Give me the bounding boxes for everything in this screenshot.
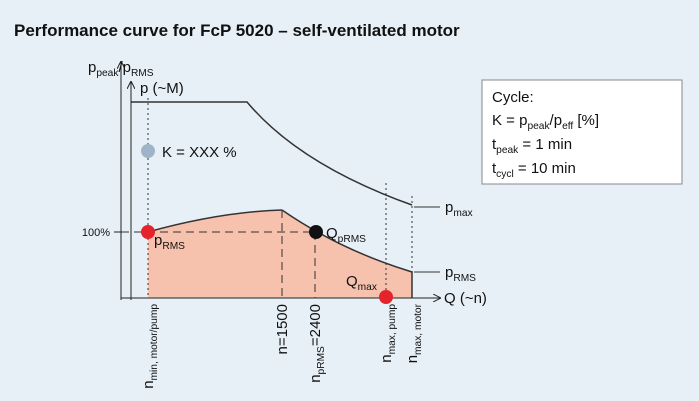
legend-line: K = ppeak/peff [%] [492,112,599,132]
subscript: RMS [453,273,476,284]
legend-line: Cycle: [492,89,534,106]
prms-point [141,225,155,239]
legend-line: tpeak = 1 min [492,136,572,156]
legend-box [481,79,683,185]
label-part: t [492,160,497,177]
label-part: n [378,354,395,362]
x-label: npRMS=2400 [307,304,327,383]
subscript: eff [562,121,573,132]
k-label: K = XXX % [162,144,237,161]
title: Performance curve for FcP 5020 – self-ve… [14,21,460,40]
y-axis-label: ppeak/pRMS [88,59,154,79]
qprms-label: QpRMS [326,225,366,245]
label-part: n [307,374,324,382]
label-part: n=1500 [274,304,291,354]
label-part: p [88,59,96,76]
subscript: pRMS [338,234,367,245]
prms-label: pRMS [154,232,185,252]
label-part: Cycle: [492,89,534,106]
subscript: peak [96,68,119,79]
label-part: K = XXX % [162,144,237,161]
label-part: p (~M) [140,80,184,97]
label-part: t [492,136,497,153]
rms-curve-drop [281,209,413,298]
pmax-label: pmax [445,199,473,219]
subscript: pRMS [316,346,327,375]
subscript: max, motor [413,303,424,355]
x-label: n=1500 [274,304,291,354]
label-part: /p [550,112,563,129]
label-part: = 10 min [514,160,576,177]
label-part: /p [118,59,131,76]
label-part: p [445,264,453,281]
label-part: n [140,380,157,388]
subscript: RMS [162,241,185,252]
label-part: Q (~n) [444,290,487,307]
qmax-point [379,290,393,304]
rms-curve [147,209,283,233]
x-axis-label: Q (~n) [444,290,487,307]
label-part: K = p [492,112,527,129]
subscript: cycl [496,169,514,180]
x-label: nmax, motor [404,303,424,363]
subscript: max [358,282,377,293]
subscript: max [453,208,472,219]
label-part: Q [346,273,358,290]
qprms-point [309,225,323,239]
label-part: =2400 [307,304,324,346]
label-part: = 1 min [518,136,572,153]
prms-curve-label: pRMS [445,264,476,284]
p-axis-label: p (~M) [140,80,184,97]
subscript: max, pump [387,304,398,355]
label-part: p [445,199,453,216]
subscript: RMS [131,68,154,79]
label-part: [%] [573,112,599,129]
subscript: peak [527,121,550,132]
label-part: n [404,355,421,363]
x-label: nmax, pump [378,304,398,363]
tick-label: 100% [82,227,110,239]
qmax-label: Qmax [346,273,377,293]
subscript: peak [496,145,519,156]
subscript: min, motor/pump [149,304,160,381]
k-point [141,144,155,158]
legend-line: tcycl = 10 min [492,160,576,180]
label-part: Q [326,225,338,242]
x-label: nmin, motor/pump [140,304,160,389]
label-part: 100% [82,227,110,239]
label-part: p [154,232,162,249]
max-curve [131,101,413,206]
